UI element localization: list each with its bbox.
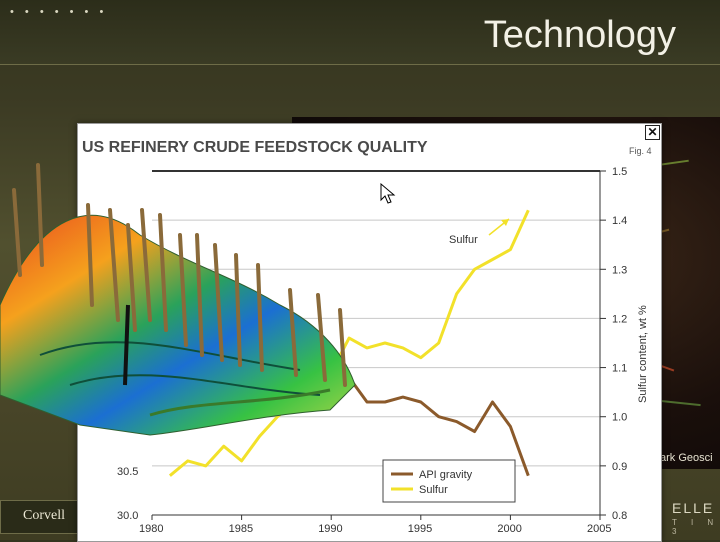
series-annotation: Sulfur [449,234,478,246]
chart-canvas: US REFINERY CRUDE FEEDSTOCK QUALITY Fig. … [82,139,652,535]
y-right-axis-label: Sulfur content, wt % [637,305,649,403]
y-right-tick-label: 0.8 [612,510,627,522]
x-tick-label: 1980 [139,523,163,535]
brand-logo-subtext: T I N 3 [672,518,720,536]
terrain-contour [149,388,331,417]
series-line-api-gravity [330,361,530,477]
figure-label: Fig. 4 [629,146,652,156]
x-tick-label: 1995 [408,523,432,535]
y-right-tick-label: 1.3 [612,264,627,276]
photo-caption: ark Geosci [660,452,713,464]
y-right-tick-label: 1.4 [612,215,627,227]
y-right-tick-label: 1.0 [612,412,627,424]
y-right-tick-label: 1.5 [612,166,627,178]
x-tick-label: 1985 [229,523,253,535]
y-left-tick-label: 30.5 [117,466,138,478]
legend-box [382,459,516,503]
well-bores [12,163,347,387]
footer-left-box: Corvell [0,500,82,534]
y-right-tick-label: 1.1 [612,363,627,375]
x-tick-label: 2000 [497,523,521,535]
x-tick-label: 1990 [318,523,342,535]
y-right-tick-label: 0.9 [612,461,627,473]
series-line-sulfur [168,209,530,477]
mouse-cursor-icon [380,183,396,204]
y-right-tick-label: 1.2 [612,313,627,325]
slide-title: Technology [483,14,676,56]
chart-title: US REFINERY CRUDE FEEDSTOCK QUALITY [82,139,428,156]
well-bore-dark [123,304,130,386]
y-left-tick-label: 30.0 [117,510,138,522]
terrain-surface [0,214,356,436]
slide-header: • • • • • • • Technology [0,0,720,65]
footer-left-text: Corvell [23,508,65,523]
3d-reservoir-image [0,163,356,436]
annotation-arrowhead [501,219,509,226]
x-tick-label: 2005 [587,523,611,535]
close-button[interactable]: ✕ [645,125,660,140]
decorative-dots: • • • • • • • [10,6,108,18]
legend-label: Sulfur [419,484,448,496]
brand-logo-text: ELLE [672,500,715,516]
legend-label: API gravity [419,469,473,481]
terrain-contour [69,374,321,396]
